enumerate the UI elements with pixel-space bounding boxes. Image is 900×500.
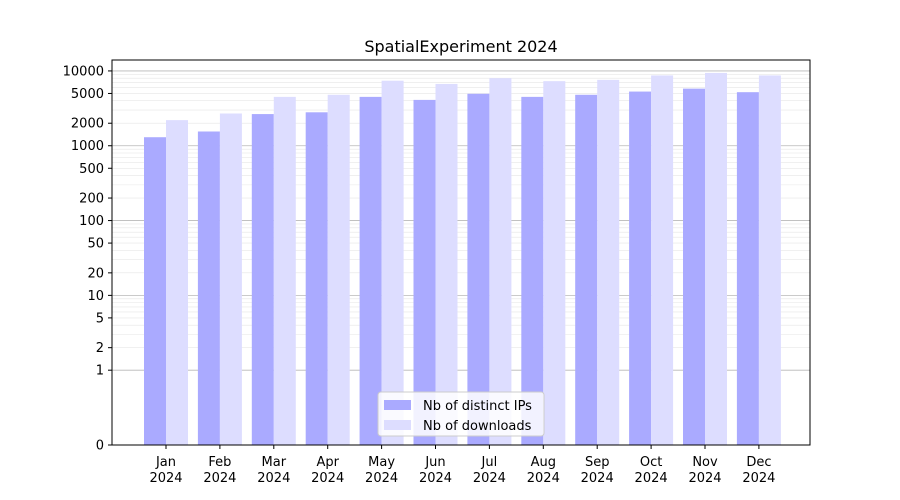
x-tick-label-month: Jun [424,455,445,470]
x-tick-label-month: May [368,455,395,470]
y-tick-label: 100 [79,214,104,229]
x-tick-label-month: Sep [585,455,610,470]
legend: Nb of distinct IPs Nb of downloads [377,391,545,437]
bar-distinct-ips-sep [575,94,598,446]
bar-distinct-ips-aug [521,96,544,446]
y-tick-label: 200 [79,192,104,207]
y-tick-label: 5000 [71,87,104,102]
x-tick-label-year: 2024 [365,471,398,486]
y-tick-label: 50 [87,237,104,252]
x-tick-label-month: Mar [262,455,287,470]
legend-label: Nb of downloads [423,419,532,434]
bar-downloads-may [381,80,404,446]
x-tick-label-month: Oct [640,455,662,470]
bar-downloads-mar [273,96,296,446]
x-tick-label-year: 2024 [473,471,506,486]
bar-downloads-oct [651,75,674,446]
y-tick-label: 500 [79,162,104,177]
bar-distinct-ips-jun [413,99,436,445]
bar-downloads-jan [166,120,188,445]
bar-distinct-ips-mar [251,114,274,446]
y-tick-label: 10 [87,289,104,304]
x-tick-label-month: Nov [692,455,718,470]
x-tick-label-year: 2024 [742,471,775,486]
bar-distinct-ips-dec [736,92,759,446]
bar-downloads-apr [327,94,350,446]
bar-downloads-jul [489,78,512,446]
y-tick-label: 5 [96,311,104,326]
x-tick-label-year: 2024 [311,471,344,486]
x-tick-label-year: 2024 [581,471,614,486]
bar-distinct-ips-nov [683,88,705,446]
x-axis: Jan2024Feb2024Mar2024Apr2024May2024Jun20… [149,445,775,486]
x-tick-label-year: 2024 [203,471,236,486]
x-tick-label-month: Jul [481,455,498,470]
bars [144,72,781,446]
x-tick-label-year: 2024 [635,471,668,486]
x-tick-label-year: 2024 [688,471,721,486]
y-tick-label: 2 [96,341,104,356]
x-tick-label-month: Aug [531,455,556,470]
bar-downloads-jun [435,83,458,446]
y-axis: 0 1 2 5 10 20 50 100 200 500 1000 2000 5000 10000 [63,64,112,454]
x-tick-label-year: 2024 [149,471,182,486]
bar-distinct-ips-apr [305,112,328,445]
x-tick-label-month: Apr [316,455,339,470]
bar-downloads-dec [758,75,781,446]
chart-title: SpatialExperiment 2024 [364,37,557,56]
y-tick-label: 0 [96,439,104,454]
bar-distinct-ips-oct [629,91,652,446]
x-tick-label-month: Feb [208,455,231,470]
legend-swatch [384,400,411,410]
y-tick-label: 1 [96,364,104,379]
bar-downloads-aug [543,81,566,445]
bar-downloads-sep [597,79,620,445]
bar-downloads-feb [219,113,242,446]
legend-swatch [384,420,411,430]
y-tick-label: 10000 [63,64,104,79]
bar-distinct-ips-may [359,96,382,446]
bar-distinct-ips-jul [467,93,490,445]
y-tick-label: 2000 [71,117,104,132]
plot-frame [111,59,811,446]
x-tick-label-year: 2024 [527,471,560,486]
x-tick-label-month: Jan [155,455,176,470]
x-tick-label-year: 2024 [257,471,290,486]
y-tick-label: 20 [87,266,104,281]
bar-downloads-nov [705,72,727,446]
x-tick-label-month: Dec [746,455,771,470]
legend-label: Nb of distinct IPs [423,399,532,414]
bar-distinct-ips-jan [144,137,166,445]
legend-box [377,391,545,437]
x-tick-label-year: 2024 [419,471,452,486]
bar-distinct-ips-feb [197,131,220,445]
y-tick-label: 1000 [71,139,104,154]
